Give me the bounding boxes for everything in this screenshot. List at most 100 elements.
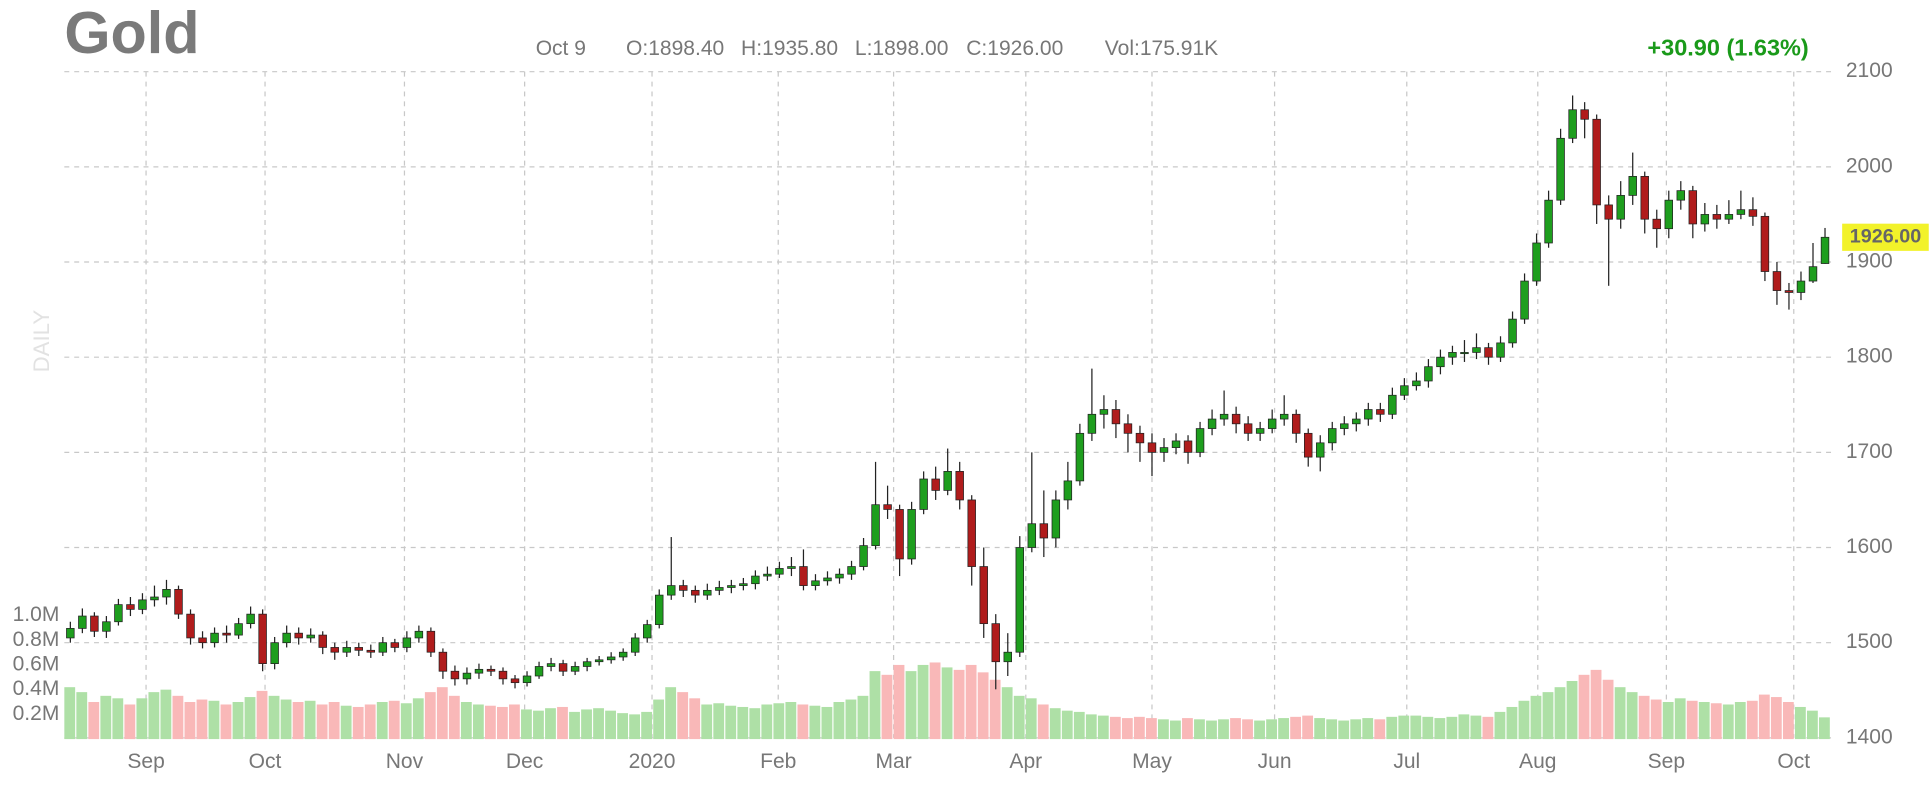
- volume-bar: [232, 702, 244, 740]
- volume-bar: [76, 692, 88, 740]
- volume-bar: [1794, 706, 1806, 740]
- volume-bar: [256, 690, 268, 740]
- candle-body: [1291, 413, 1301, 434]
- candle-body: [1508, 318, 1517, 344]
- candle-body: [871, 504, 880, 546]
- watermark: DAILY: [29, 310, 54, 373]
- volume-bar: [629, 714, 641, 740]
- volume-bar: [797, 704, 809, 740]
- candle-body: [630, 637, 640, 653]
- labels: 1400 1500 1600 1700 1800 1900 2000 2100 Sep Oct No…: [13, 59, 1929, 773]
- candle-body: [655, 594, 664, 625]
- candle-body: [1219, 413, 1229, 420]
- candle-body: [1183, 440, 1193, 453]
- candle-body: [1279, 413, 1289, 420]
- candle-body: [450, 670, 460, 680]
- candle-body: [643, 624, 652, 639]
- volume-bar: [1782, 702, 1794, 740]
- candle-body: [1328, 428, 1337, 444]
- volume-bar: [557, 706, 568, 740]
- volume-bar: [268, 695, 280, 740]
- candle-body: [558, 663, 568, 672]
- candle-body: [66, 628, 75, 639]
- volume-bar: [821, 706, 833, 740]
- grid: [64, 71, 1832, 739]
- volume-bar: [737, 706, 749, 740]
- volume-bar: [953, 669, 965, 740]
- candle-body: [1640, 175, 1649, 220]
- candle-body: [1304, 432, 1313, 458]
- volume-bar: [1386, 716, 1398, 740]
- volume-bar: [785, 702, 797, 740]
- candle-body: [1436, 356, 1445, 368]
- candle-body: [883, 504, 892, 510]
- volume-bar: [1085, 714, 1097, 740]
- volume-bar: [1650, 699, 1662, 740]
- volume-bar: [112, 698, 124, 740]
- candle-body: [727, 585, 736, 588]
- candle-body: [1568, 109, 1577, 139]
- volume-bar: [1194, 719, 1205, 740]
- candle-body: [955, 471, 964, 501]
- volume-bar: [1314, 718, 1326, 740]
- candle-body: [1784, 290, 1794, 293]
- volume-bar: [1530, 695, 1542, 740]
- candle-body: [102, 621, 111, 632]
- candle-body: [474, 668, 484, 674]
- volume-bar: [1218, 719, 1229, 740]
- volume-bar: [1121, 718, 1133, 740]
- candle-body: [847, 566, 856, 575]
- volume-bar: [244, 697, 256, 740]
- y-tick-label: 1600: [1846, 535, 1893, 558]
- candle-body: [835, 573, 844, 579]
- volume-bar: [1446, 716, 1458, 740]
- candle-body: [1532, 242, 1541, 282]
- volume-bar: [1073, 711, 1085, 740]
- candle-body: [1087, 413, 1097, 434]
- candle-body: [246, 613, 255, 625]
- candle-body: [1003, 651, 1012, 663]
- candle-body: [486, 668, 496, 672]
- candle-body: [270, 642, 279, 664]
- volume-bars: [64, 662, 1830, 740]
- candle-body: [1544, 199, 1553, 244]
- volume-bar: [172, 695, 184, 740]
- volume-bar: [593, 708, 604, 740]
- volume-tick-label: 0.6M: [13, 652, 60, 675]
- volume-bar: [1097, 715, 1109, 740]
- volume-bar: [1819, 717, 1830, 740]
- volume-bar: [220, 704, 232, 740]
- volume-bar: [1518, 700, 1530, 740]
- candle-body: [510, 678, 520, 684]
- candle-body: [282, 632, 291, 644]
- volume-bar: [1638, 695, 1650, 740]
- x-tick-label: Sep: [1648, 750, 1685, 773]
- volume-tick-label: 0.8M: [13, 628, 60, 651]
- candle-body: [366, 649, 376, 653]
- volume-bar: [1326, 719, 1338, 740]
- candle-body: [606, 656, 616, 661]
- volume-bar: [581, 709, 592, 740]
- volume-bar: [1758, 694, 1770, 740]
- candle-body: [462, 672, 472, 680]
- volume-bar: [1566, 681, 1578, 740]
- candle-body: [1243, 423, 1253, 434]
- candle-body: [1364, 409, 1373, 420]
- volume-bar: [1470, 715, 1482, 740]
- candle-body: [390, 642, 400, 648]
- candle-body: [498, 670, 508, 680]
- candle-body: [426, 630, 436, 653]
- candle-body: [919, 478, 928, 510]
- candle-body: [691, 589, 700, 596]
- volume-bar: [376, 702, 388, 740]
- candle-body: [1580, 109, 1589, 120]
- candle-body: [1207, 418, 1217, 429]
- candle-body: [1472, 347, 1481, 353]
- candle-body: [186, 613, 195, 639]
- volume-bar: [448, 695, 460, 740]
- volume-bar: [484, 705, 496, 740]
- candle-body: [667, 585, 676, 596]
- x-tick-label: Oct: [249, 750, 282, 773]
- x-tick-label: Aug: [1519, 750, 1556, 773]
